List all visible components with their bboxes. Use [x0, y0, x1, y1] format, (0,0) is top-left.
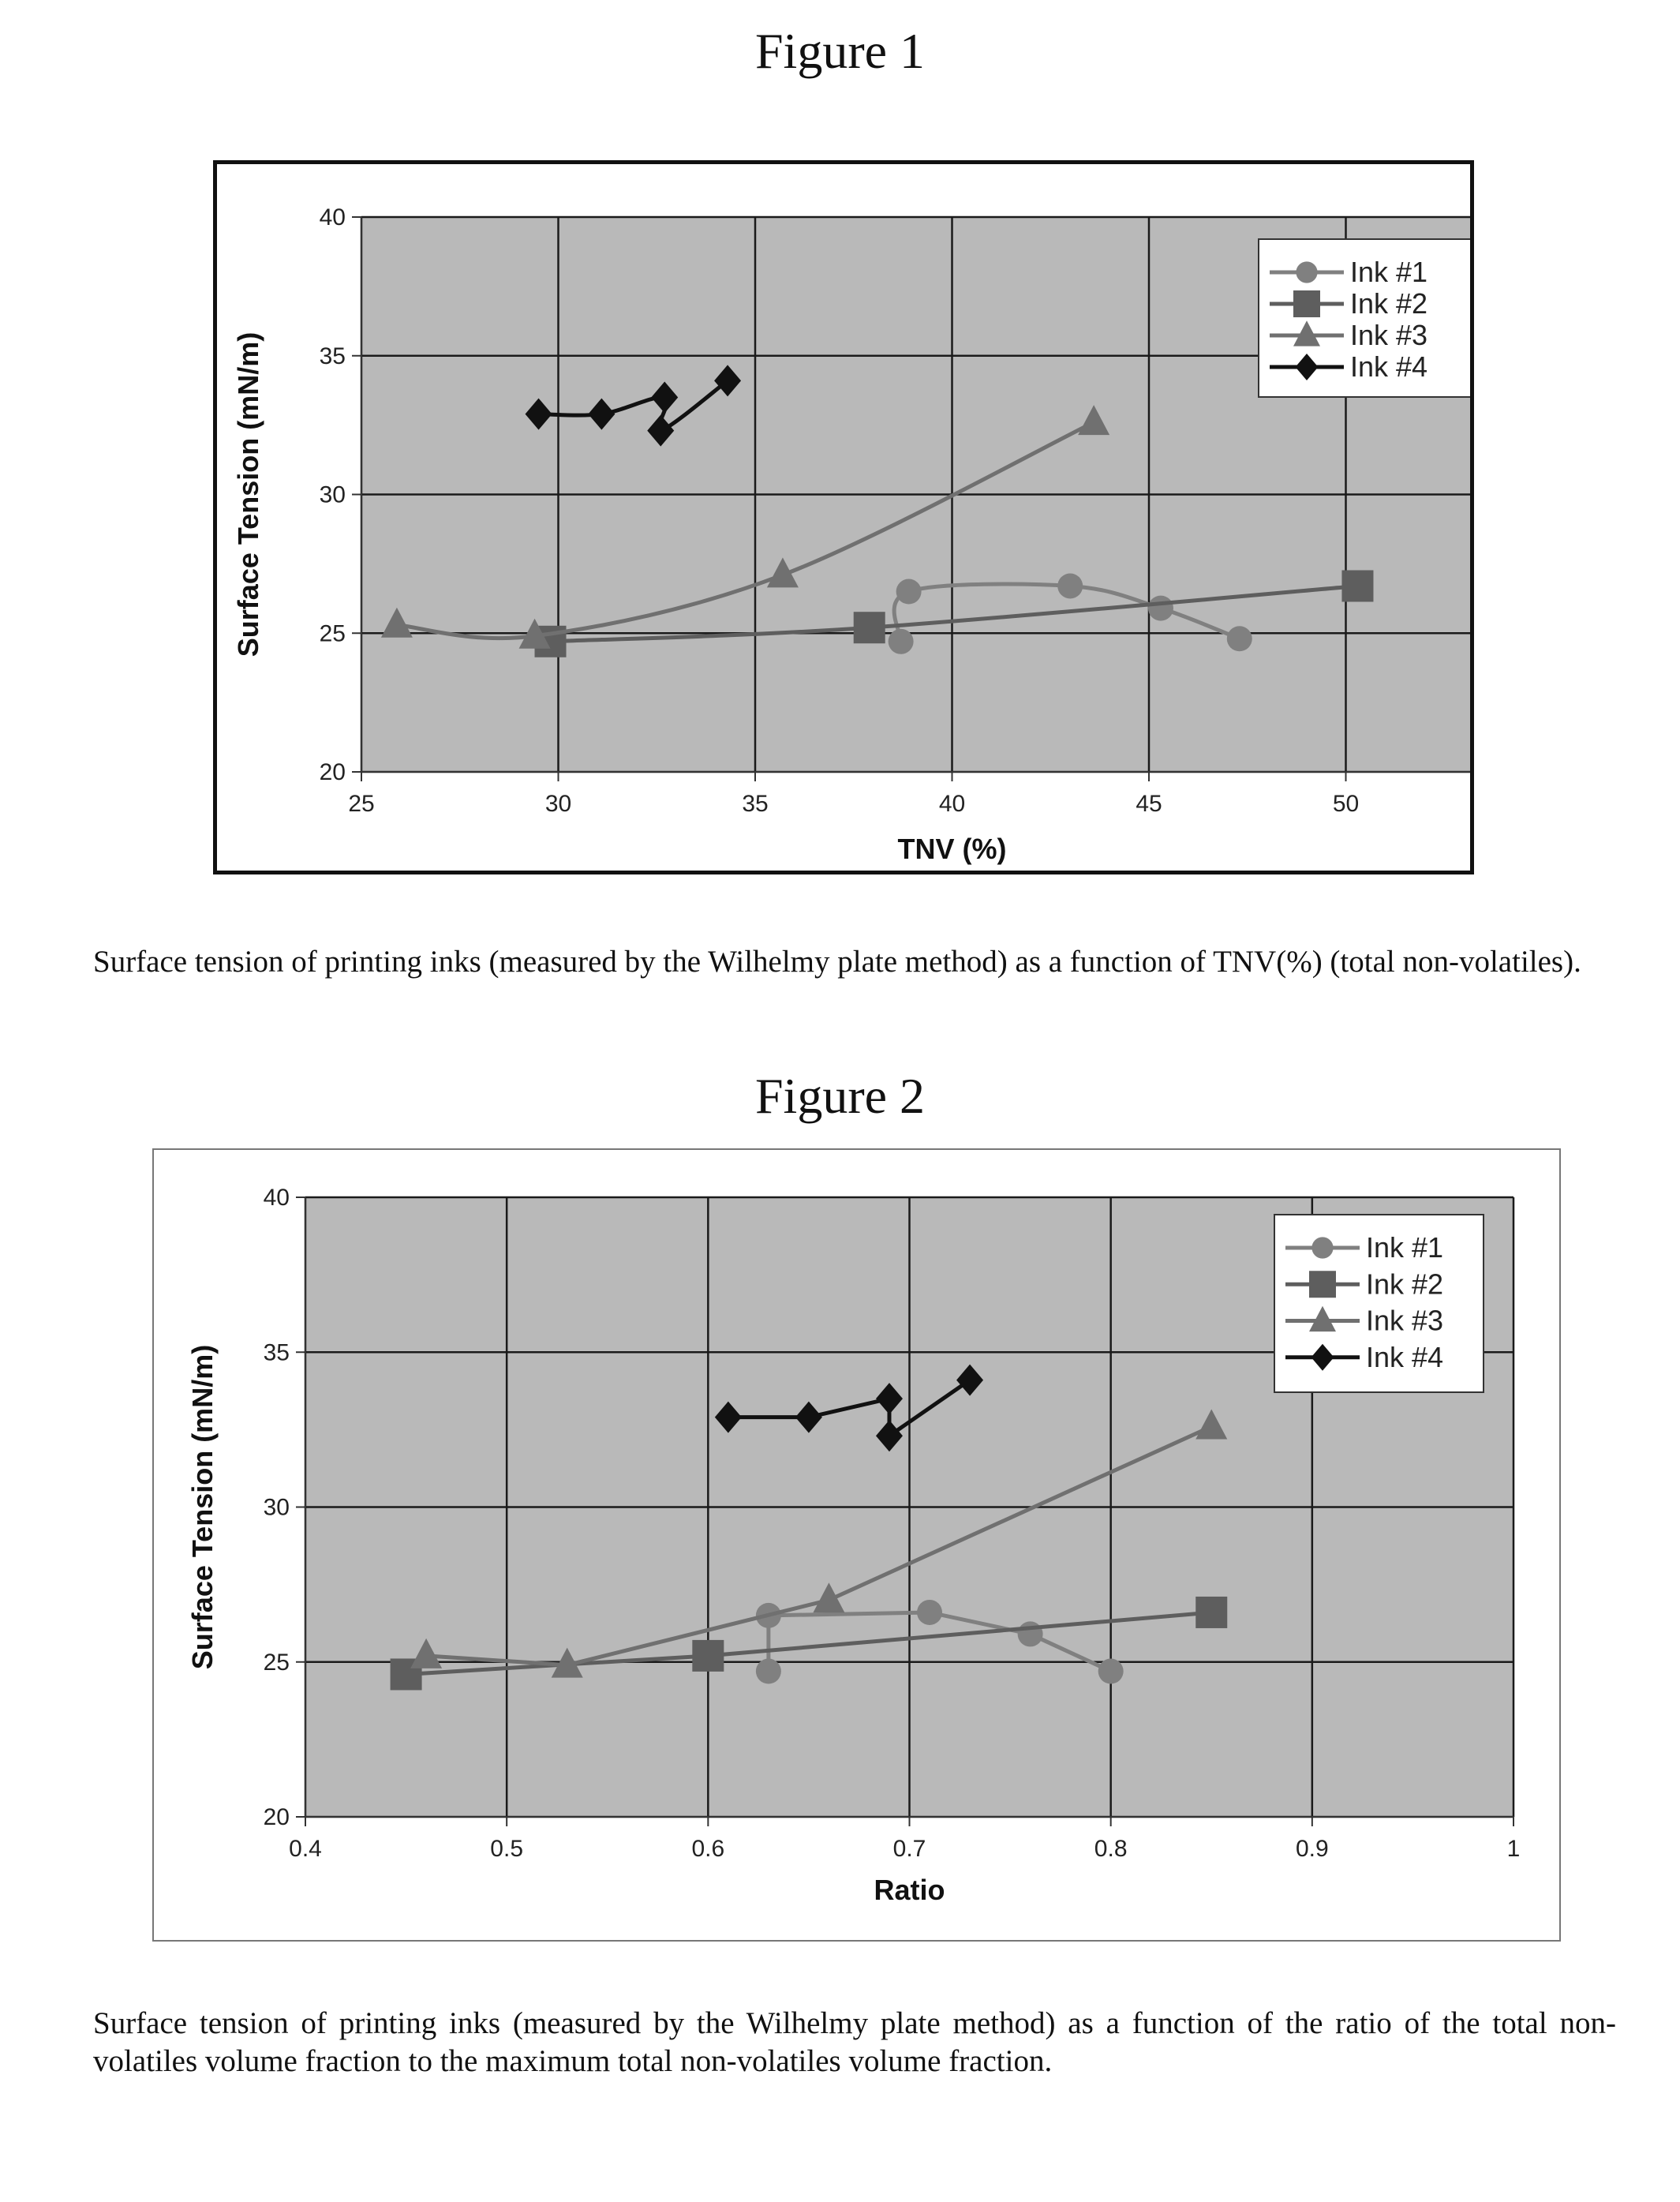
legend-marker	[1311, 1237, 1333, 1258]
figure-1-caption: Surface tension of printing inks (measur…	[93, 943, 1616, 981]
data-point	[1195, 1597, 1227, 1628]
legend-label: Ink #4	[1366, 1341, 1443, 1373]
legend-label: Ink #1	[1350, 256, 1427, 288]
figure-2-title: Figure 2	[0, 1067, 1680, 1125]
legend-label: Ink #3	[1350, 319, 1427, 351]
x-tick-label: 25	[348, 791, 374, 817]
x-tick-label: 1	[1507, 1836, 1521, 1862]
y-tick-label: 20	[264, 1804, 290, 1830]
data-point	[1148, 596, 1173, 621]
data-point	[896, 579, 922, 605]
data-point	[1341, 570, 1373, 601]
x-tick-label: 30	[545, 791, 571, 817]
legend-marker	[1309, 1271, 1336, 1298]
y-tick-label: 35	[320, 343, 346, 369]
data-point	[756, 1659, 781, 1684]
x-tick-label: 0.5	[490, 1836, 523, 1862]
data-point	[854, 612, 885, 643]
legend-label: Ink #4	[1350, 350, 1427, 383]
figure-2-caption: Surface tension of printing inks (measur…	[93, 2005, 1616, 2080]
legend: Ink #1Ink #2Ink #3Ink #4	[1259, 239, 1470, 397]
data-point	[1227, 626, 1252, 651]
y-axis-label: Surface Tension (mN/m)	[186, 1345, 219, 1669]
x-tick-label: 0.8	[1094, 1836, 1128, 1862]
chart-1: 202530354025303540455055TNV (%)Surface T…	[217, 164, 1470, 871]
legend-label: Ink #2	[1366, 1268, 1443, 1300]
legend-label: Ink #2	[1350, 287, 1427, 320]
legend: Ink #1 Ink #2 Ink #3 Ink #4	[1274, 1215, 1484, 1392]
x-tick-label: 0.7	[893, 1836, 926, 1862]
x-tick-label: 40	[939, 791, 965, 817]
data-point	[692, 1640, 724, 1672]
x-axis-label: Ratio	[874, 1874, 945, 1906]
y-tick-label: 35	[264, 1339, 290, 1365]
y-tick-label: 25	[320, 620, 346, 646]
y-tick-label: 30	[320, 482, 346, 508]
data-point	[889, 629, 914, 654]
data-point	[1098, 1659, 1124, 1684]
data-point	[1057, 573, 1083, 598]
x-tick-label: 0.4	[289, 1836, 322, 1862]
x-tick-label: 50	[1333, 791, 1359, 817]
x-tick-label: 0.6	[691, 1836, 724, 1862]
figure-1-title: Figure 1	[0, 22, 1680, 81]
legend-marker	[1296, 261, 1317, 283]
data-point	[1018, 1621, 1043, 1646]
y-tick-label: 30	[264, 1495, 290, 1521]
chart-2: 20 25 30 35 40 0.4 0.5 0.6 0.7 0.8 0.9 1 Ratio Surfac…	[154, 1150, 1559, 1940]
y-tick-label: 20	[320, 759, 346, 785]
legend-marker	[1293, 290, 1320, 317]
x-axis-label: TNV (%)	[898, 833, 1007, 865]
y-tick-label: 40	[320, 204, 346, 230]
data-point	[917, 1600, 942, 1625]
x-tick-label: 35	[742, 791, 768, 817]
y-tick-label: 25	[264, 1650, 290, 1676]
legend-label: Ink #3	[1366, 1305, 1443, 1337]
chart-2-frame: 20 25 30 35 40 0.4 0.5 0.6 0.7 0.8 0.9 1 Ratio Surfac…	[152, 1148, 1561, 1942]
legend-label: Ink #1	[1366, 1231, 1443, 1264]
x-tick-label: 0.9	[1296, 1836, 1329, 1862]
x-tick-label: 45	[1136, 791, 1162, 817]
y-tick-label: 40	[264, 1185, 290, 1211]
y-axis-label: Surface Tension (mN/m)	[232, 332, 264, 657]
chart-1-frame: 202530354025303540455055TNV (%)Surface T…	[213, 160, 1474, 874]
